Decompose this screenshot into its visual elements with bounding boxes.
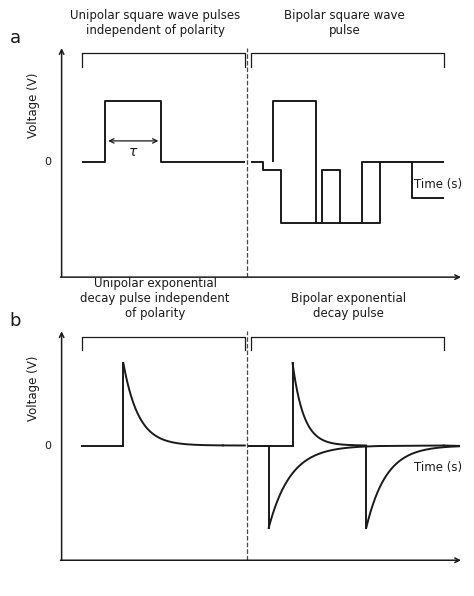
Text: Time (s): Time (s) [414, 178, 462, 191]
Text: a: a [10, 29, 21, 47]
Text: b: b [10, 312, 21, 330]
Text: Time (s): Time (s) [414, 461, 462, 474]
Text: Voltage (V): Voltage (V) [27, 355, 40, 421]
Text: Unipolar square wave pulses
independent of polarity: Unipolar square wave pulses independent … [70, 9, 240, 37]
Text: Bipolar exponential
decay pulse: Bipolar exponential decay pulse [291, 292, 406, 320]
Text: Voltage (V): Voltage (V) [27, 72, 40, 138]
Text: Bipolar square wave
pulse: Bipolar square wave pulse [284, 9, 405, 37]
Text: τ: τ [129, 145, 137, 159]
Text: 0: 0 [44, 157, 51, 167]
Text: 0: 0 [44, 440, 51, 451]
Text: Unipolar exponential
decay pulse independent
of polarity: Unipolar exponential decay pulse indepen… [81, 277, 230, 320]
